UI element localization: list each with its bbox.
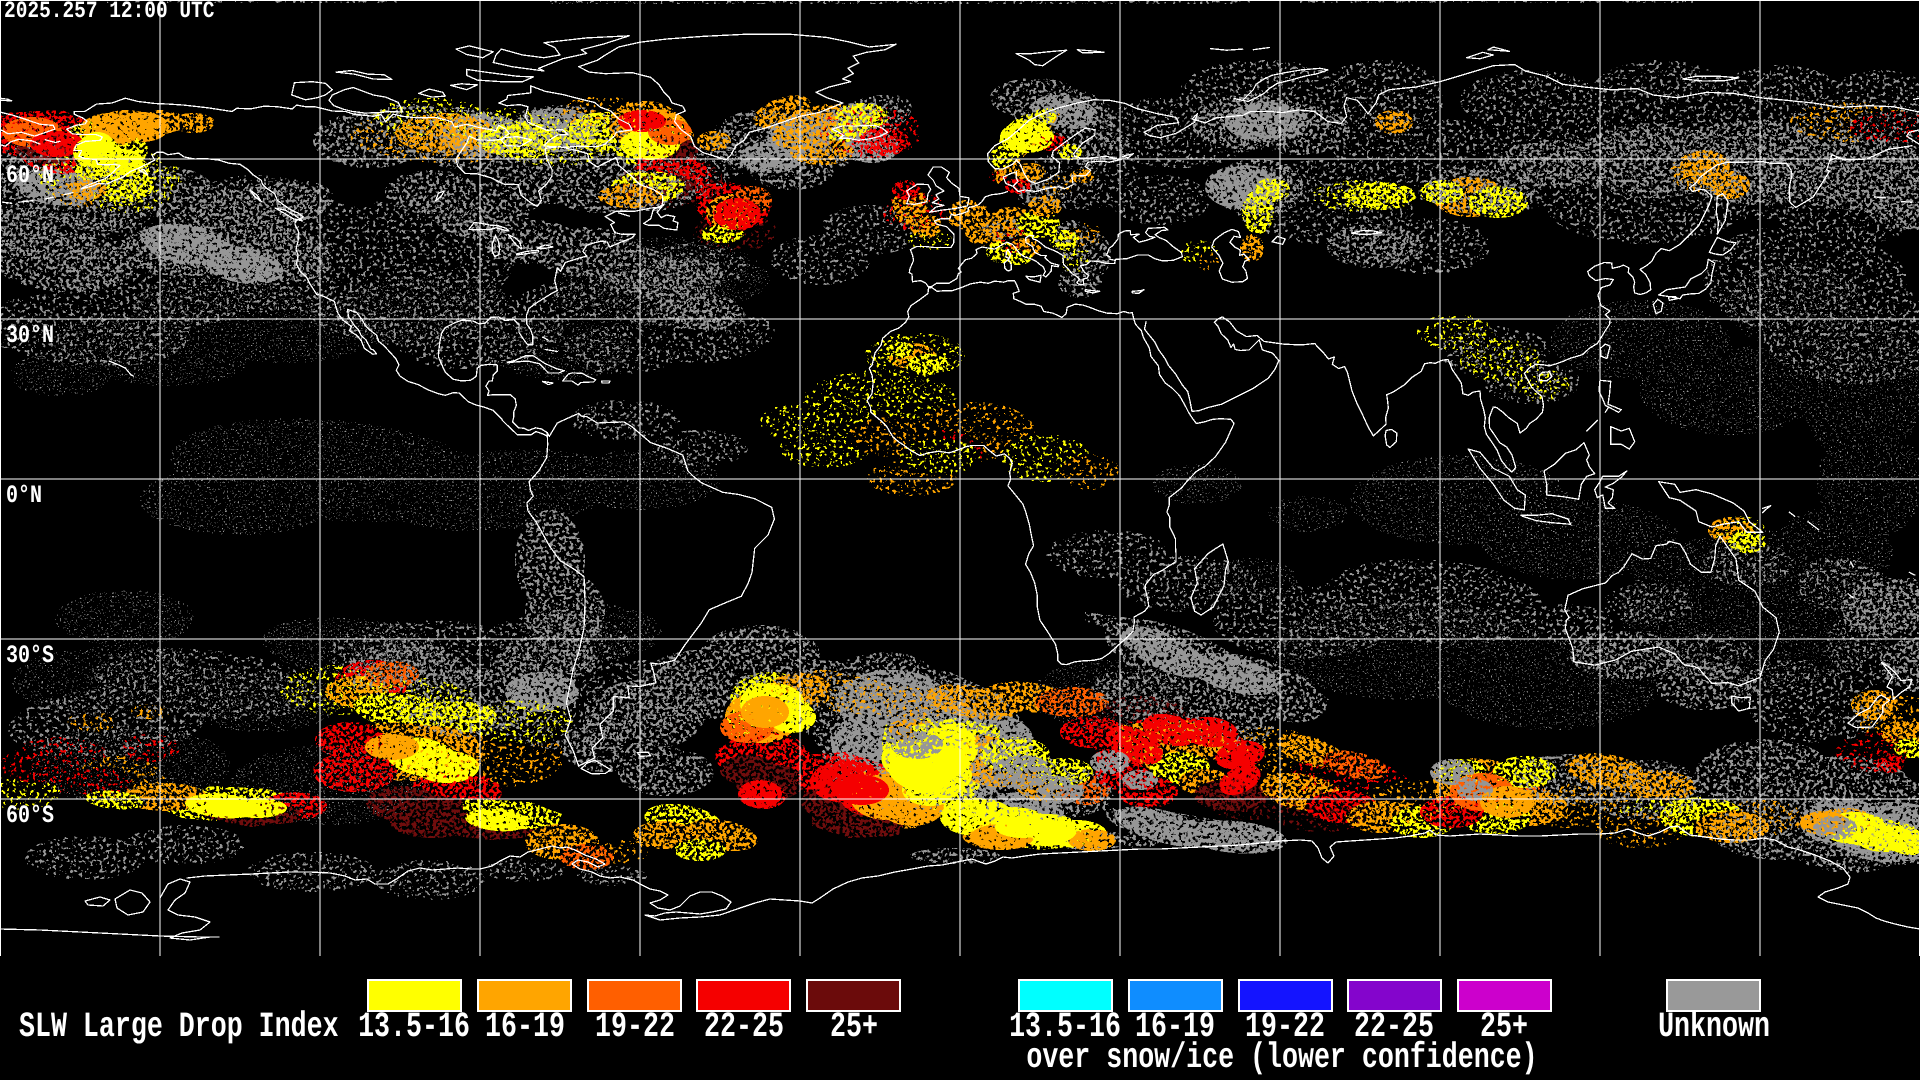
svg-text:16-19: 16-19 <box>485 1006 565 1047</box>
svg-text:2025.257 12:00 UTC: 2025.257 12:00 UTC <box>4 0 214 24</box>
svg-text:16-19: 16-19 <box>1135 1006 1215 1047</box>
svg-text:over snow/ice (lower confidenc: over snow/ice (lower confidence) <box>1026 1037 1537 1078</box>
svg-text:0°N: 0°N <box>6 481 42 510</box>
svg-text:25+: 25+ <box>1480 1006 1528 1047</box>
svg-text:30°S: 30°S <box>6 641 54 670</box>
svg-text:SLW Large Drop Index: SLW Large Drop Index <box>19 1006 339 1047</box>
svg-text:19-22: 19-22 <box>595 1006 675 1047</box>
svg-text:60°S: 60°S <box>6 801 54 830</box>
svg-text:25+: 25+ <box>830 1006 878 1047</box>
svg-text:Unknown: Unknown <box>1658 1006 1770 1047</box>
svg-text:13.5-16: 13.5-16 <box>358 1006 470 1047</box>
svg-text:60°N: 60°N <box>6 161 54 190</box>
svg-text:13.5-16: 13.5-16 <box>1009 1006 1121 1047</box>
svg-text:22-25: 22-25 <box>1354 1006 1434 1047</box>
svg-text:30°N: 30°N <box>6 321 54 350</box>
svg-text:19-22: 19-22 <box>1245 1006 1325 1047</box>
svg-text:22-25: 22-25 <box>704 1006 784 1047</box>
